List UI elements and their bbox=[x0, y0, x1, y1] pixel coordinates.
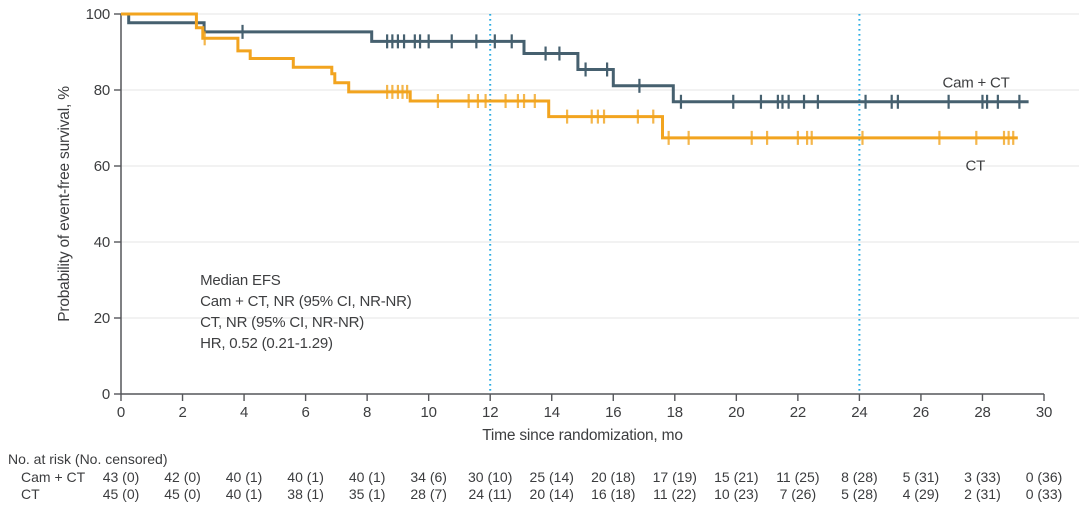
x-tick-label-20: 20 bbox=[728, 404, 744, 421]
risk-cell: 2 (31) bbox=[964, 486, 1001, 502]
risk-cell: 7 (26) bbox=[779, 486, 817, 502]
risk-cell: 45 (0) bbox=[164, 486, 201, 502]
risk-cell: 42 (0) bbox=[164, 469, 201, 485]
risk-cell: 16 (18) bbox=[591, 486, 636, 502]
x-tick-label-8: 8 bbox=[363, 404, 371, 421]
y-tick-label-100: 100 bbox=[86, 6, 110, 23]
x-tick-label-28: 28 bbox=[974, 404, 990, 421]
risk-cell: 43 (0) bbox=[102, 469, 140, 485]
risk-cell: 40 (1) bbox=[225, 469, 263, 485]
risk-cell: 8 (28) bbox=[841, 469, 878, 485]
risk-cell: 4 (29) bbox=[902, 486, 940, 502]
risk-cell: 5 (31) bbox=[902, 469, 940, 485]
x-tick-label-26: 26 bbox=[913, 404, 929, 421]
risk-cell: 24 (11) bbox=[468, 486, 512, 502]
risk-cell: 17 (19) bbox=[652, 469, 697, 485]
x-tick-label-2: 2 bbox=[178, 404, 186, 421]
annotation-line-1: Median EFS bbox=[200, 272, 281, 289]
x-tick-label-14: 14 bbox=[544, 404, 560, 421]
x-axis-title: Time since randomization, mo bbox=[482, 427, 683, 444]
series-cam-ct-label: Cam + CT bbox=[942, 75, 1009, 92]
y-tick-label-20: 20 bbox=[94, 310, 110, 327]
risk-cell: 11 (25) bbox=[776, 469, 820, 485]
risk-cell: 20 (14) bbox=[529, 486, 574, 502]
risk-cell: 10 (23) bbox=[714, 486, 759, 502]
x-tick-label-30: 30 bbox=[1036, 404, 1052, 421]
x-tick-label-24: 24 bbox=[851, 404, 867, 421]
risk-row-label-cam-ct: Cam + CT bbox=[21, 469, 86, 485]
risk-cell: 15 (21) bbox=[714, 469, 759, 485]
x-tick-label-6: 6 bbox=[302, 404, 310, 421]
risk-cell: 3 (33) bbox=[964, 469, 1001, 485]
risk-cell: 35 (1) bbox=[348, 486, 386, 502]
x-tick-label-16: 16 bbox=[605, 404, 621, 421]
risk-cell: 0 (36) bbox=[1025, 469, 1063, 485]
risk-cell: 40 (1) bbox=[348, 469, 386, 485]
series-ct-curve bbox=[121, 12, 1018, 140]
risk-table-header: No. at risk (No. censored) bbox=[8, 451, 168, 467]
series-cam-ct-curve bbox=[121, 12, 1029, 104]
risk-cell: 45 (0) bbox=[102, 486, 140, 502]
x-tick-label-22: 22 bbox=[790, 404, 806, 421]
x-tick-label-10: 10 bbox=[421, 404, 437, 421]
x-tick-label-4: 4 bbox=[240, 404, 248, 421]
risk-cell: 5 (28) bbox=[841, 486, 878, 502]
x-tick-label-12: 12 bbox=[482, 404, 498, 421]
y-tick-label-40: 40 bbox=[94, 234, 110, 251]
risk-cell: 34 (6) bbox=[410, 469, 447, 485]
y-tick-label-80: 80 bbox=[94, 82, 110, 99]
annotation-line-4: HR, 0.52 (0.21-1.29) bbox=[200, 335, 333, 352]
x-tick-label-0: 0 bbox=[117, 404, 125, 421]
risk-row-label-ct: CT bbox=[21, 486, 40, 502]
risk-cell: 38 (1) bbox=[287, 486, 324, 502]
y-tick-label-60: 60 bbox=[94, 158, 110, 175]
risk-cell: 0 (33) bbox=[1025, 486, 1063, 502]
y-tick-label-0: 0 bbox=[102, 386, 110, 403]
x-tick-label-18: 18 bbox=[667, 404, 683, 421]
annotation-line-2: Cam + CT, NR (95% CI, NR-NR) bbox=[200, 293, 412, 310]
risk-cell: 30 (10) bbox=[468, 469, 513, 485]
risk-cell: 40 (1) bbox=[225, 486, 263, 502]
risk-cell: 20 (18) bbox=[591, 469, 636, 485]
risk-cell: 40 (1) bbox=[287, 469, 324, 485]
risk-cell: 11 (22) bbox=[653, 486, 697, 502]
y-axis-title: Probability of event-free survival, % bbox=[56, 86, 73, 322]
risk-cell: 25 (14) bbox=[529, 469, 574, 485]
annotation-line-3: CT, NR (95% CI, NR-NR) bbox=[200, 314, 364, 331]
series-ct-label: CT bbox=[966, 158, 986, 175]
risk-cell: 28 (7) bbox=[410, 486, 447, 502]
